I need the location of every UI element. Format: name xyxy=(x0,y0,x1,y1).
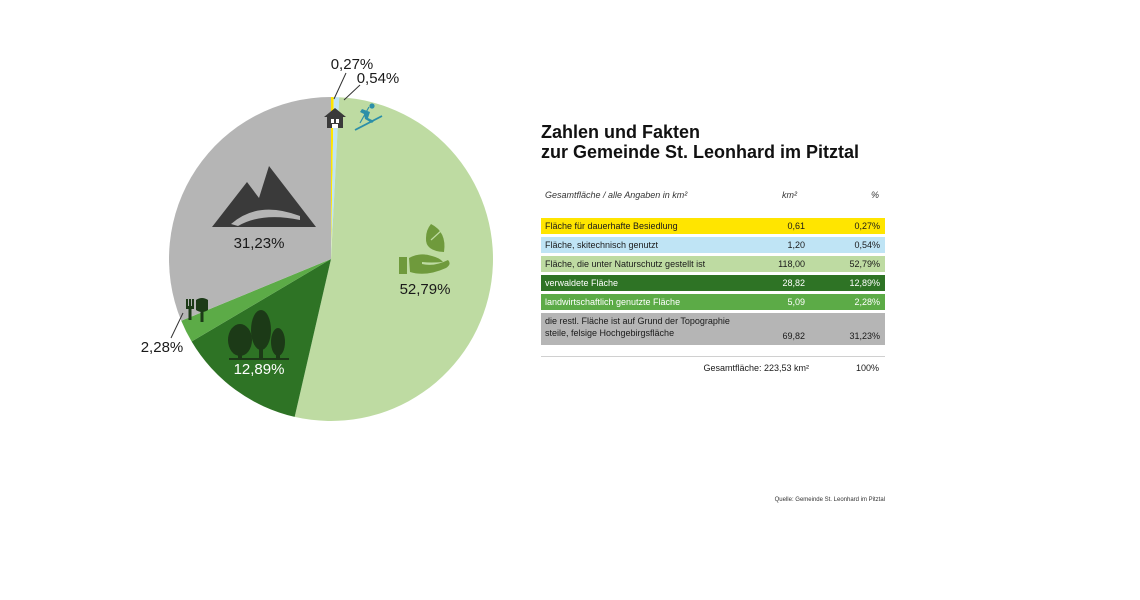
row-percent: 31,23% xyxy=(849,331,880,341)
leader-line-0-27 xyxy=(333,72,347,100)
header-km2: km² xyxy=(782,190,797,200)
row-km2: 0,61 xyxy=(787,221,805,231)
header-percent: % xyxy=(870,190,879,200)
table-row: Fläche, skitechnisch genutzt 1,20 0,54% xyxy=(541,237,885,253)
row-km2: 1,20 xyxy=(787,240,805,250)
table-row: landwirtschaftlich genutzte Fläche 5,09 … xyxy=(541,294,885,310)
table-divider xyxy=(541,356,885,357)
slice-label: 2,28% xyxy=(141,339,184,356)
leader-line-2-28 xyxy=(170,312,184,339)
slice-label: 0,54% xyxy=(357,70,400,87)
hand-leaf-icon xyxy=(399,224,450,274)
panel-title-line1: Zahlen und Fakten xyxy=(541,122,701,142)
mountain-icon xyxy=(212,166,316,227)
row-km2: 69,82 xyxy=(782,331,805,341)
total-area: Gesamtfläche: 223,53 km² xyxy=(703,363,809,373)
row-label: verwaldete Fläche xyxy=(545,278,619,288)
row-km2: 118,00 xyxy=(778,259,805,269)
total-percent: 100% xyxy=(855,363,879,373)
pie-slice xyxy=(294,97,494,421)
table-header: Gesamtfläche / alle Angaben in km² km² % xyxy=(541,190,885,204)
row-percent: 52,79% xyxy=(849,259,880,269)
source-note: Quelle: Gemeinde St. Leonhard im Pitztal xyxy=(774,497,885,503)
row-label-line2: steile, felsige Hochgebirgsfläche xyxy=(545,328,675,338)
facts-table: Fläche für dauerhafte Besiedlung 0,61 0,… xyxy=(541,218,885,345)
panel-title-line2: zur Gemeinde St. Leonhard im Pitztal xyxy=(541,142,860,162)
facts-panel: Zahlen und Fakten zur Gemeinde St. Leonh… xyxy=(541,122,885,377)
row-label: landwirtschaftlich genutzte Fläche xyxy=(545,297,681,307)
pie-slice xyxy=(331,97,334,259)
garden-tools-icon xyxy=(186,298,208,322)
house-icon xyxy=(324,108,346,128)
row-percent: 12,89% xyxy=(849,278,880,288)
table-row: verwaldete Fläche 28,82 12,89% xyxy=(541,275,885,291)
row-label-line1: die restl. Fläche ist auf Grund der Topo… xyxy=(545,316,730,326)
row-label: die restl. Fläche ist auf Grund der Topo… xyxy=(545,315,730,339)
slice-label: 52,79% xyxy=(400,281,451,298)
slice-label: 12,89% xyxy=(234,361,285,378)
trees-icon xyxy=(228,310,289,360)
row-km2: 5,09 xyxy=(787,297,805,307)
leader-line-0-54 xyxy=(343,84,361,101)
pie-chart: 0,27%0,54% 52,79% 12,89% 2,28% 31,23% xyxy=(141,56,494,421)
slice-label: 31,23% xyxy=(234,235,285,252)
row-percent: 0,54% xyxy=(854,240,880,250)
pie-slice xyxy=(181,259,331,342)
pie-slice xyxy=(331,97,340,259)
row-label: Fläche, die unter Naturschutz gestellt i… xyxy=(545,259,706,269)
table-row: die restl. Fläche ist auf Grund der Topo… xyxy=(541,313,885,345)
table-row: Fläche, die unter Naturschutz gestellt i… xyxy=(541,256,885,272)
total-row: Gesamtfläche: 223,53 km² 100% xyxy=(541,363,885,377)
table-row: Fläche für dauerhafte Besiedlung 0,61 0,… xyxy=(541,218,885,234)
slice-label: 0,27% xyxy=(331,56,374,73)
row-km2: 28,82 xyxy=(782,278,805,288)
row-label: Fläche, skitechnisch genutzt xyxy=(545,240,659,250)
row-label: Fläche für dauerhafte Besiedlung xyxy=(545,221,678,231)
row-percent: 0,27% xyxy=(854,221,880,231)
skier-icon xyxy=(354,103,383,131)
header-total-area: Gesamtfläche / alle Angaben in km² xyxy=(545,190,688,200)
row-percent: 2,28% xyxy=(854,297,880,307)
